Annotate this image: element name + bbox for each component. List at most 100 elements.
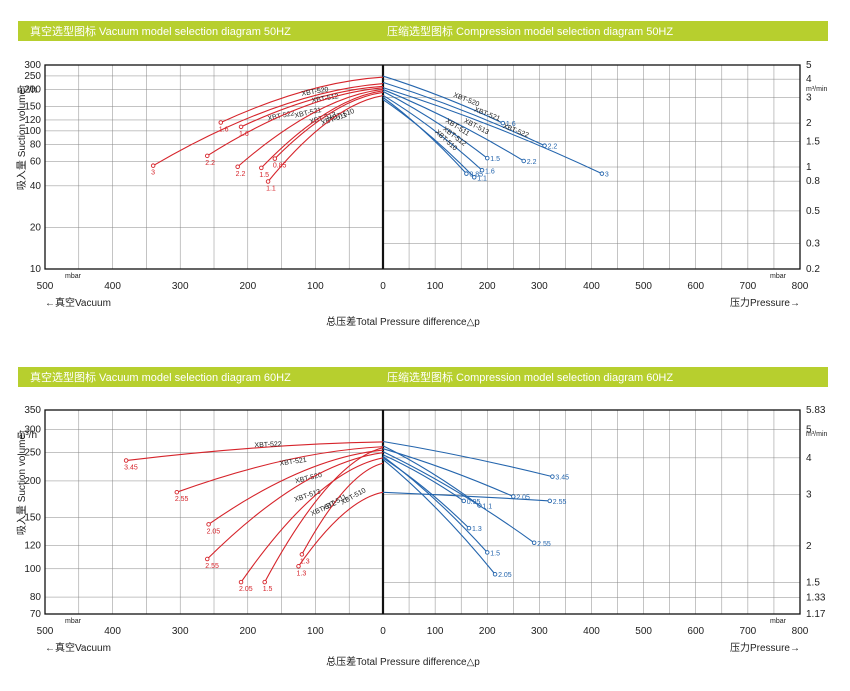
x-unit-left: mbar: [65, 618, 82, 625]
chart-panel-60HZ: 真空选型图标 Vacuum model selection diagram 60…: [16, 367, 828, 668]
pressure-end-label: 1.5: [490, 550, 500, 557]
y-tick-label: 150: [24, 512, 41, 523]
y-axis-label: 吸入量 Suction volume↑: [16, 84, 28, 190]
y-tick-label: 300: [24, 425, 41, 436]
y-right-tick-label: 4: [806, 74, 812, 85]
vacuum-end-label: 2.2: [205, 160, 215, 167]
y-tick-label: 250: [24, 448, 41, 459]
x-tick-label: 300: [531, 626, 548, 637]
pressure-end-point: [547, 498, 553, 504]
vacuum-end-label: 1.3: [300, 558, 310, 565]
pressure-end-point: [485, 155, 490, 161]
vacuum-end-label: 1.6: [219, 127, 229, 134]
pressure-end-label: 1.6: [485, 168, 495, 175]
x-tick-label: 200: [479, 281, 496, 292]
y-unit: m³/h: [17, 430, 37, 441]
pressure-end-point: [492, 571, 498, 577]
pressure-end-label: 2.2: [527, 159, 537, 166]
y-tick-label: 60: [30, 157, 42, 168]
vacuum-end-label: 2.05: [207, 528, 221, 535]
x-tick-label: 0: [380, 281, 386, 292]
x-tick-label: 300: [172, 626, 189, 637]
vacuum-curve: [208, 449, 384, 525]
x-right-label: 压力Pressure→: [730, 641, 800, 654]
vacuum-curve: [206, 87, 384, 157]
pressure-curve: [382, 87, 603, 175]
y-tick-label: 20: [30, 222, 42, 233]
pressure-end-label: 2.05: [516, 495, 530, 502]
y-tick-label: 250: [24, 71, 41, 82]
y-right-tick-label: 2: [806, 541, 812, 552]
x-tick-label: 200: [239, 281, 256, 292]
vacuum-curve: [220, 76, 384, 124]
pressure-curve: [382, 459, 496, 575]
vacuum-end-point: [272, 156, 278, 161]
vacuum-curve: [206, 452, 384, 560]
x-tick-label: 600: [687, 281, 704, 292]
pressure-end-point: [479, 168, 485, 173]
vacuum-end-label: 3.45: [124, 464, 138, 471]
pressure-curve: [382, 81, 545, 147]
y-unit: m³/h: [17, 85, 37, 96]
y-right-tick-label: 5: [806, 425, 812, 436]
vacuum-series-label: XBT-521: [279, 457, 307, 467]
vacuum-end-point: [204, 153, 210, 159]
header-right: 压缩选型图标 Compression model selection diagr…: [387, 370, 673, 384]
vacuum-end-label: 2.05: [239, 586, 253, 593]
y-right-unit: m³/min: [806, 431, 827, 438]
vacuum-curve: [301, 462, 384, 555]
pressure-curve: [382, 88, 525, 162]
x-unit-right: mbar: [770, 618, 787, 625]
x-tick-label: 300: [172, 281, 189, 292]
x-tick-label: 100: [427, 626, 444, 637]
vacuum-end-point: [206, 522, 211, 527]
y-right-tick-label: 2: [806, 118, 812, 129]
x-tick-label: 600: [687, 626, 704, 637]
y-tick-label: 200: [24, 476, 41, 487]
pressure-curve: [382, 440, 553, 478]
pressure-end-point: [531, 540, 537, 546]
vacuum-curve: [240, 85, 384, 128]
plot-frame: [44, 64, 801, 270]
y-right-tick-label: 4: [806, 453, 812, 464]
vacuum-end-label: 3: [151, 170, 155, 177]
y-tick-label: 120: [24, 541, 41, 552]
vacuum-end-point: [204, 556, 210, 562]
vacuum-end-point: [265, 179, 271, 184]
x-tick-label: 400: [583, 626, 600, 637]
x-tick-label: 500: [37, 626, 54, 637]
y-right-tick-label: 5.83: [806, 405, 826, 416]
x-tick-label: 800: [792, 281, 809, 292]
header-bar: [18, 21, 828, 41]
x-tick-label: 300: [531, 281, 548, 292]
vacuum-end-point: [238, 124, 244, 130]
pressure-end-point: [461, 498, 467, 504]
x-right-label: 压力Pressure→: [730, 296, 800, 309]
vacuum-end-label: 2.55: [205, 563, 219, 570]
x-tick-label: 400: [104, 626, 121, 637]
pressure-end-label: 0.85: [469, 172, 483, 179]
y-right-tick-label: 1.5: [806, 136, 820, 147]
y-tick-label: 120: [24, 115, 41, 126]
y-tick-label: 10: [30, 264, 42, 275]
pressure-end-label: 1.3: [472, 526, 482, 533]
vacuum-end-point: [235, 164, 240, 170]
vacuum-curve: [237, 88, 384, 168]
y-tick-label: 200: [24, 84, 41, 95]
y-right-tick-label: 3: [806, 489, 812, 500]
vacuum-end-point: [123, 458, 129, 463]
vacuum-end-label: 0.85: [273, 163, 287, 170]
y-axis-label: 吸入量 Suction volume↑: [16, 429, 28, 535]
pressure-end-label: 1.1: [477, 175, 487, 182]
header-left: 真空选型图标 Vacuum model selection diagram 60…: [30, 370, 291, 384]
vacuum-end-point: [174, 489, 180, 495]
y-right-tick-label: 0.8: [806, 176, 820, 187]
vacuum-end-point: [238, 579, 244, 585]
x-axis-label: 总压差Total Pressure difference△p: [326, 655, 480, 668]
header-right: 压缩选型图标 Compression model selection diagr…: [387, 24, 673, 38]
y-right-tick-label: 1.17: [806, 609, 826, 620]
vacuum-series-label: XBT-522: [254, 441, 282, 449]
y-tick-label: 300: [24, 60, 41, 71]
pressure-curve: [382, 90, 488, 159]
vacuum-end-label: 1.1: [266, 186, 276, 193]
